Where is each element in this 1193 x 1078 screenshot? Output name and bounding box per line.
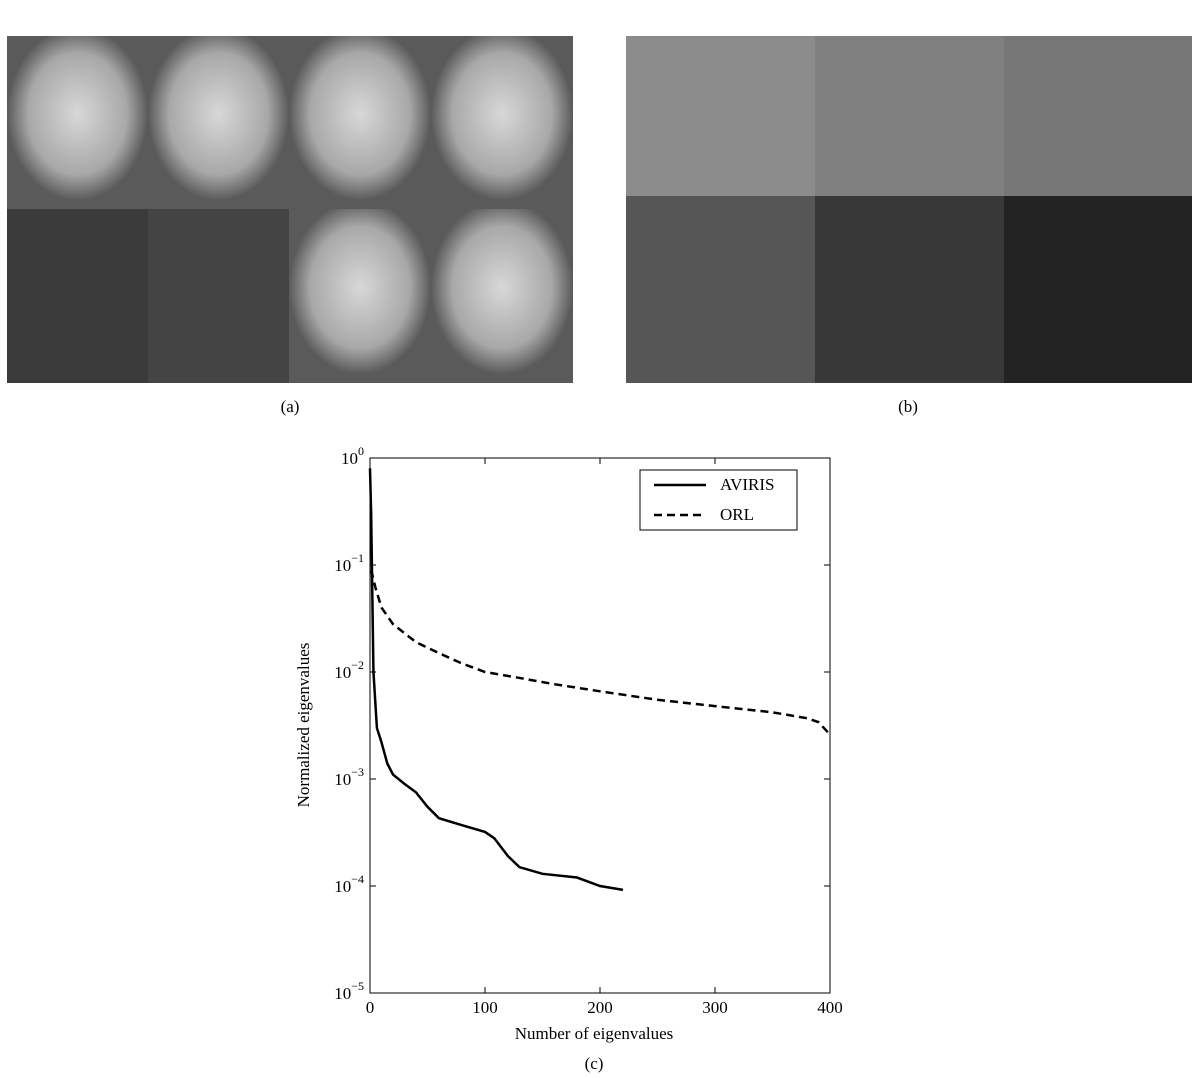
x-axis-label: Number of eigenvalues: [515, 1024, 674, 1043]
x-tick-label: 300: [702, 998, 728, 1017]
image-tile: [626, 36, 815, 196]
image-tile: [289, 36, 431, 209]
image-tile: [1004, 196, 1192, 383]
image-tile: [815, 196, 1004, 383]
image-tile: [815, 36, 1004, 196]
legend-label: AVIRIS: [720, 475, 774, 494]
y-tick-label: 10−5: [334, 979, 364, 1003]
x-tick-label: 200: [587, 998, 613, 1017]
face-images: [7, 36, 573, 383]
y-tick-label: 10−2: [334, 658, 364, 682]
y-tick-label: 10−1: [334, 551, 364, 575]
hyperspectral-images: [626, 36, 1192, 383]
image-tile: [7, 36, 148, 209]
image-tile: [148, 36, 289, 209]
panel-label: (c): [585, 1054, 604, 1073]
image-tile: [431, 36, 573, 209]
legend-box: [639, 469, 798, 531]
x-tick-label: 400: [817, 998, 843, 1017]
data-line: [369, 569, 831, 736]
panel-label: (a): [281, 397, 300, 416]
image-tile: [1004, 36, 1192, 196]
y-tick-label: 10−3: [334, 765, 364, 789]
image-tile: [626, 196, 815, 383]
y-axis-label: Normalized eigenvalues: [294, 643, 313, 808]
plot-frame: [369, 457, 831, 994]
y-tick-label: 100: [341, 444, 364, 468]
image-tile: [431, 209, 573, 383]
y-tick-label: 10−4: [334, 872, 364, 896]
image-tile: [7, 209, 148, 383]
image-tile: [148, 209, 289, 383]
legend-label: ORL: [720, 505, 754, 524]
data-line: [368, 468, 624, 892]
image-tile: [289, 209, 431, 383]
x-tick-label: 100: [472, 998, 498, 1017]
x-tick-label: 0: [366, 998, 375, 1017]
panel-label: (b): [898, 397, 918, 416]
